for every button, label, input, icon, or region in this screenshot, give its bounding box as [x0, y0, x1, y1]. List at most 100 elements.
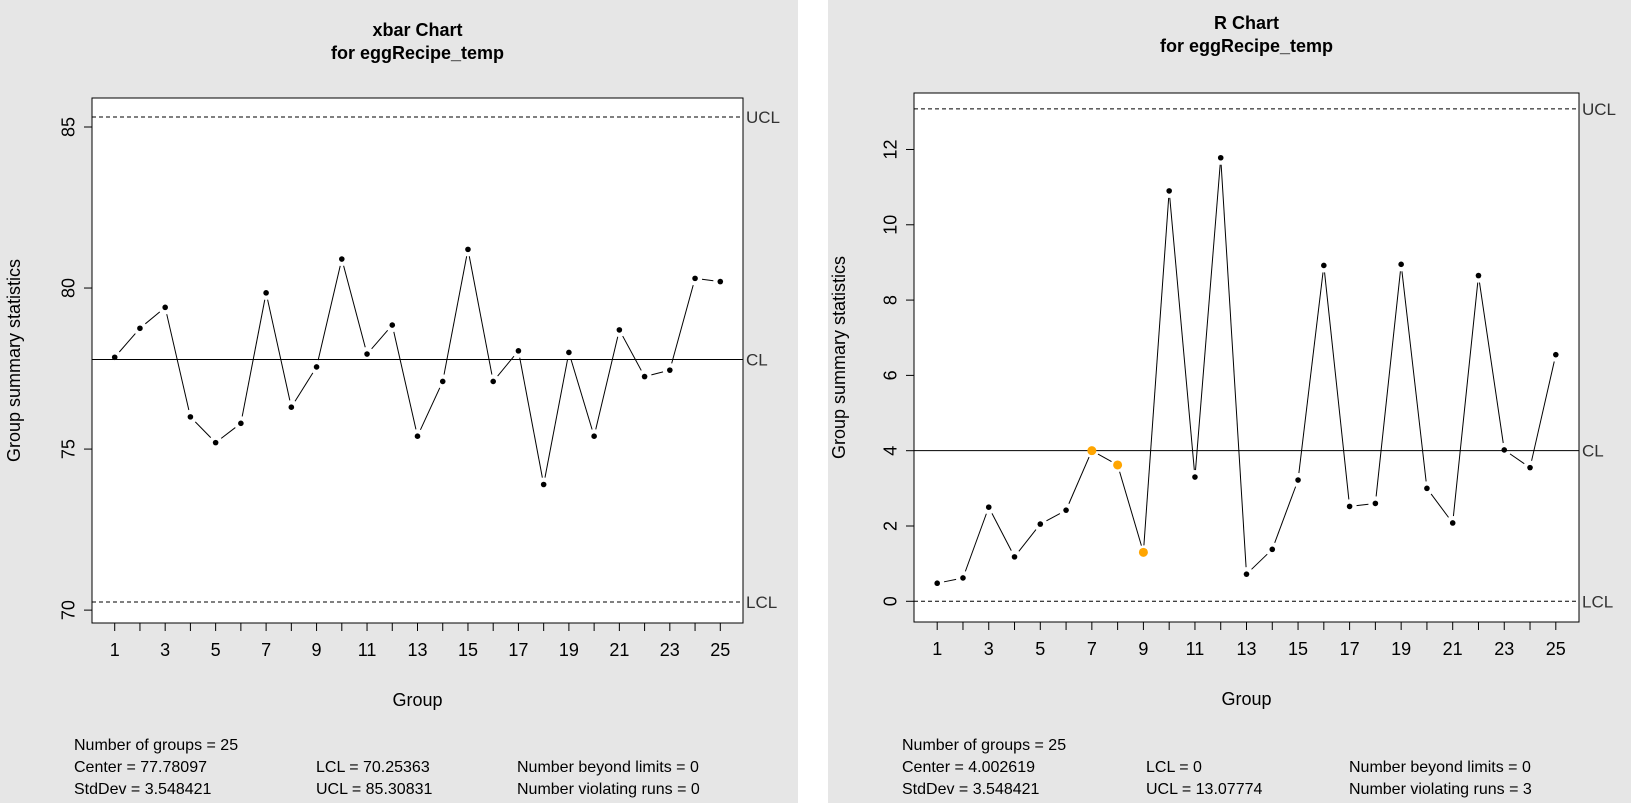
- r-segment: [1375, 271, 1401, 497]
- xbar-segment: [651, 371, 664, 376]
- r-segment: [1097, 453, 1112, 463]
- xbar-xtick-label: 11: [358, 640, 377, 660]
- xbar-stat-ucl: UCL = 85.30831: [316, 781, 433, 798]
- r-xtick-label: 15: [1288, 639, 1308, 659]
- xbar-xtick-label: 5: [211, 640, 221, 660]
- xbar-segment: [519, 357, 543, 478]
- xbar-segment: [194, 421, 212, 438]
- xbar-segment: [544, 359, 569, 478]
- xbar-point: [389, 322, 396, 328]
- xbar-segment: [443, 256, 468, 375]
- r-ytick-label: 4: [881, 446, 901, 456]
- xbar-point: [641, 373, 648, 380]
- r-segment: [991, 513, 1012, 551]
- r-plot-area: [913, 92, 1580, 623]
- xbar-segment: [595, 336, 619, 430]
- r-chart: R Chart for eggRecipe_temp Group Group summ…: [829, 13, 1616, 709]
- xbar-point: [667, 367, 673, 373]
- xbar-stat-groups: Number of groups = 25: [74, 737, 239, 754]
- r-xtick-label: 1: [932, 639, 942, 659]
- xbar-ylabel: Group summary statistics: [4, 259, 24, 462]
- r-point: [1424, 485, 1430, 492]
- r-segment: [1274, 486, 1297, 543]
- xbar-title: xbar Chart: [372, 20, 462, 40]
- xbar-segment: [317, 265, 341, 361]
- xbar-xtick-label: 21: [609, 640, 629, 660]
- r-ytick-label: 10: [881, 215, 901, 235]
- r-segment: [1046, 513, 1061, 522]
- r-point: [1217, 154, 1224, 161]
- r-ytick-label: 6: [881, 370, 901, 380]
- r-segment: [1356, 503, 1369, 507]
- xbar-subtitle: for eggRecipe_temp: [331, 43, 504, 63]
- xbar-ytick-label: 75: [59, 439, 79, 459]
- r-point: [985, 504, 992, 510]
- xbar-point: [313, 364, 320, 370]
- r-point: [1527, 464, 1533, 471]
- r-segment: [1195, 164, 1221, 471]
- xbar-cl-label: CL: [746, 351, 768, 370]
- r-xtick-label: 7: [1087, 639, 1097, 659]
- r-segment: [1143, 197, 1170, 546]
- r-title: R Chart: [1214, 13, 1279, 33]
- xbar-point: [439, 378, 446, 385]
- r-segment: [1169, 197, 1195, 471]
- xbar-stat-lcl: LCL = 70.25363: [316, 759, 430, 776]
- xbar-point: [162, 304, 168, 311]
- r-xtick-label: 13: [1236, 639, 1256, 659]
- xbar-point: [566, 349, 572, 356]
- r-stat-violating: Number violating runs = 3: [1349, 781, 1532, 798]
- r-point: [1113, 460, 1123, 470]
- r-xtick-label: 9: [1138, 639, 1148, 659]
- xbar-point: [111, 354, 118, 361]
- xbar-segment: [294, 372, 314, 402]
- r-segment: [1452, 282, 1479, 517]
- xbar-segment: [468, 256, 493, 375]
- r-cl-label: CL: [1582, 442, 1604, 461]
- r-segment: [1018, 529, 1037, 552]
- xbar-point: [212, 439, 219, 446]
- r-ytick-label: 0: [881, 596, 901, 606]
- r-ytick-label: 12: [881, 139, 901, 159]
- xbar-ytick-label: 70: [59, 600, 79, 620]
- r-stat-ucl: UCL = 13.07774: [1146, 781, 1263, 798]
- xbar-xtick-label: 1: [110, 640, 120, 660]
- r-xtick-label: 3: [984, 639, 994, 659]
- r-xtick-label: 17: [1340, 639, 1360, 659]
- xbar-point: [238, 420, 244, 427]
- xbar-point: [414, 433, 421, 439]
- xbar-segment: [371, 330, 389, 350]
- xbar-point: [263, 290, 269, 296]
- r-point: [1501, 447, 1508, 453]
- xbar-segment: [393, 331, 417, 430]
- xbar-xtick-label: 23: [660, 640, 680, 660]
- r-point: [1295, 477, 1301, 483]
- xbar-segment: [343, 265, 366, 348]
- r-point: [1475, 272, 1482, 279]
- xbar-segment: [241, 299, 266, 417]
- xbar-xtick-label: 17: [508, 640, 528, 660]
- xbar-point: [187, 414, 194, 420]
- xbar-ucl-label: UCL: [746, 108, 780, 127]
- r-segment: [1509, 453, 1525, 465]
- xbar-ytick-label: 85: [59, 117, 79, 137]
- r-ytick-label: 2: [881, 521, 901, 531]
- r-segment: [943, 578, 957, 583]
- r-segment: [1220, 164, 1247, 568]
- xbar-segment: [622, 335, 642, 371]
- r-segment: [1324, 272, 1350, 500]
- r-lcl-label: LCL: [1582, 592, 1613, 611]
- xbar-point: [616, 327, 623, 333]
- xbar-segment: [419, 387, 441, 431]
- xbar-segment: [145, 311, 161, 325]
- xbar-point: [540, 481, 547, 488]
- r-xtick-label: 21: [1443, 639, 1463, 659]
- xbar-point: [515, 348, 522, 354]
- r-xtick-label: 5: [1035, 639, 1045, 659]
- xbar-chart: xbar Chart for eggRecipe_temp Group Group s…: [4, 20, 780, 710]
- xbar-segment: [671, 284, 694, 364]
- r-stat-center: Center = 4.002619: [902, 759, 1035, 776]
- xbar-segment: [497, 355, 515, 377]
- r-point: [1346, 503, 1353, 510]
- r-ylabel: Group summary statistics: [829, 256, 849, 459]
